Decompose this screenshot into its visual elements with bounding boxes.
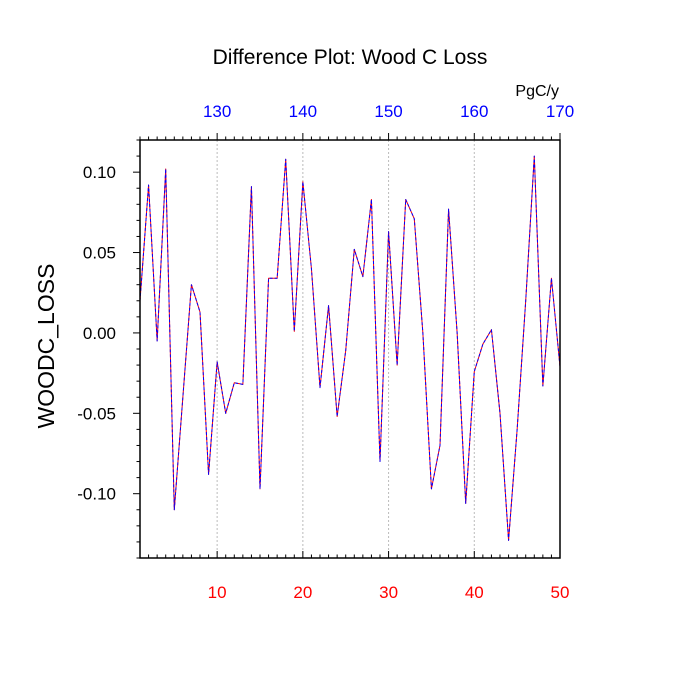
x-tick-label: 20 [293, 583, 312, 602]
y-axis-label: WOODC_LOSS [33, 264, 59, 429]
top-axis-units: PgC/y [515, 83, 559, 100]
top-tick-label: 130 [203, 102, 231, 121]
grid [216, 140, 475, 558]
series-group [139, 155, 561, 541]
series-line [139, 155, 561, 541]
top-tick-label: 170 [546, 102, 574, 121]
x-tick-label: 10 [208, 583, 227, 602]
y-tick-label: -0.10 [77, 485, 116, 504]
tick-labels: 10 20 30 40 50 130 140 150 160 170 0.10 0.05 0.00 -0.… [77, 102, 574, 602]
x-tick-label: 30 [379, 583, 398, 602]
chart-title: Difference Plot: Wood C Loss [213, 46, 488, 69]
x-tick-label: 40 [465, 583, 484, 602]
top-tick-label: 150 [374, 102, 402, 121]
y-tick-label: 0.05 [83, 244, 116, 263]
top-tick-label: 160 [460, 102, 488, 121]
y-tick-label: 0.00 [83, 324, 116, 343]
y-tick-label: -0.05 [77, 404, 116, 423]
top-tick-label: 140 [289, 102, 317, 121]
x-tick-label: 50 [551, 583, 570, 602]
y-tick-label: 0.10 [83, 163, 116, 182]
axes [133, 133, 561, 559]
